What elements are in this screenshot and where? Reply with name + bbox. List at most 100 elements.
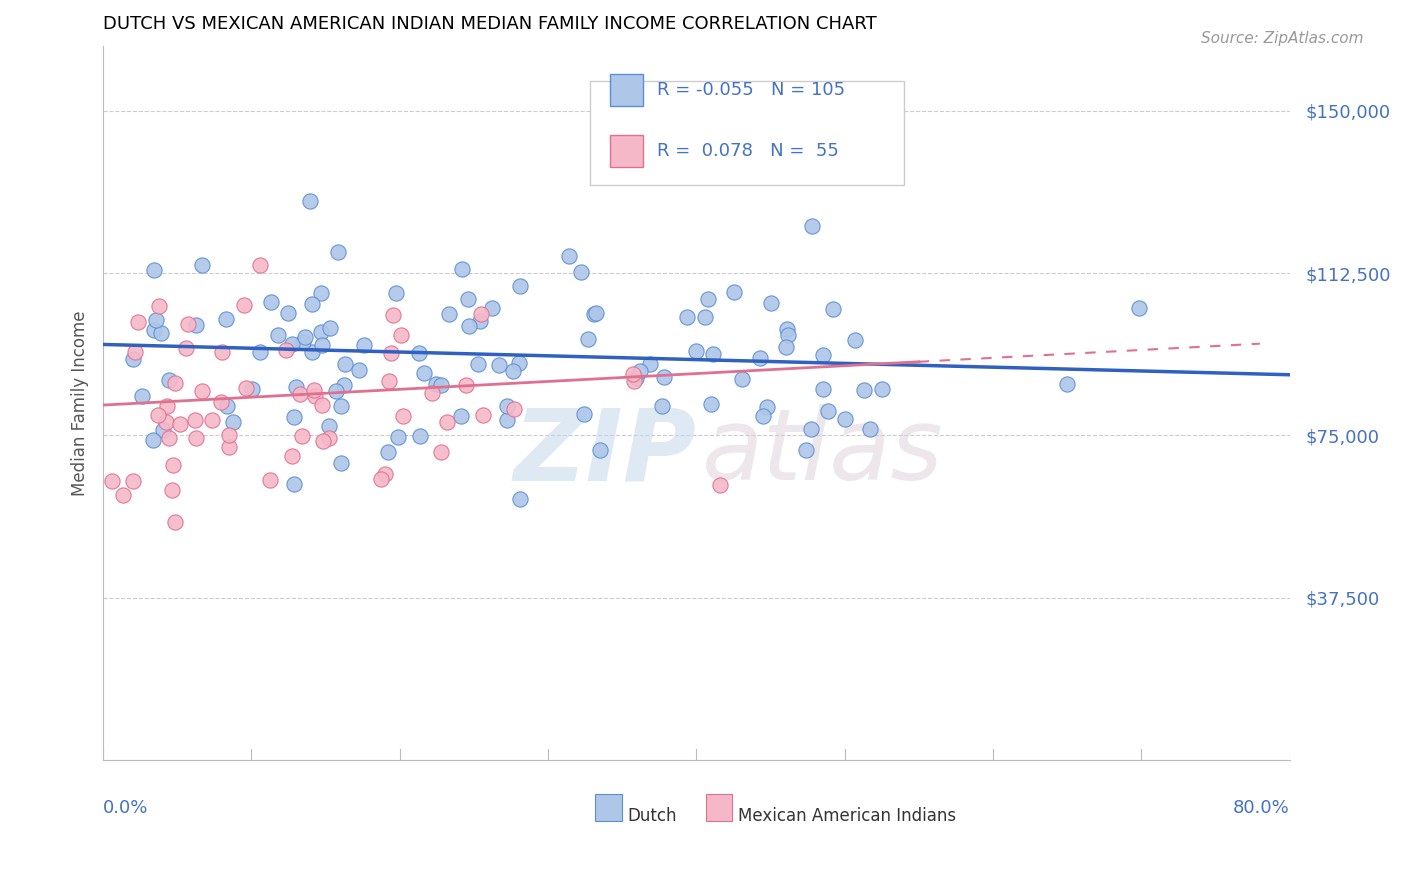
Point: [157, 431, 180, 445]
Point: [259, 295, 281, 310]
Point: [281, 449, 304, 463]
Point: [844, 333, 866, 347]
Point: [385, 285, 408, 300]
Point: [311, 285, 333, 300]
Point: [503, 401, 526, 416]
Point: [387, 430, 409, 444]
Point: [628, 364, 651, 378]
Point: [281, 337, 304, 351]
Point: [585, 306, 607, 320]
Point: [249, 345, 271, 359]
Point: [209, 395, 232, 409]
Point: [800, 422, 823, 436]
Point: [162, 458, 184, 472]
Point: [131, 389, 153, 403]
FancyBboxPatch shape: [596, 794, 621, 821]
Text: 0.0%: 0.0%: [103, 799, 149, 817]
Point: [408, 346, 430, 360]
Point: [380, 346, 402, 360]
Point: [458, 318, 481, 333]
Point: [301, 344, 323, 359]
Point: [311, 338, 333, 352]
Point: [430, 377, 453, 392]
Point: [654, 370, 676, 384]
Point: [834, 411, 856, 425]
Point: [211, 344, 233, 359]
Point: [301, 297, 323, 311]
Point: [425, 377, 447, 392]
Point: [267, 328, 290, 343]
Point: [311, 399, 333, 413]
Point: [451, 261, 474, 276]
Point: [142, 323, 165, 337]
Point: [621, 367, 644, 381]
Point: [775, 340, 797, 354]
Point: [392, 409, 415, 423]
Point: [127, 315, 149, 329]
Point: [218, 428, 240, 442]
Point: [218, 440, 240, 454]
Point: [177, 317, 200, 331]
Point: [349, 362, 371, 376]
Point: [437, 307, 460, 321]
Point: [143, 263, 166, 277]
Text: Dutch: Dutch: [627, 807, 678, 825]
Point: [576, 332, 599, 346]
Point: [304, 389, 326, 403]
Point: [184, 318, 207, 333]
Point: [776, 322, 799, 336]
Point: [470, 307, 492, 321]
Point: [319, 320, 342, 334]
FancyBboxPatch shape: [589, 81, 904, 185]
Point: [450, 409, 472, 423]
Point: [233, 298, 256, 312]
Point: [626, 371, 648, 385]
Text: 80.0%: 80.0%: [1233, 799, 1289, 817]
Text: Mexican American Indians: Mexican American Indians: [738, 807, 956, 825]
Point: [582, 307, 605, 321]
Text: Source: ZipAtlas.com: Source: ZipAtlas.com: [1201, 31, 1364, 46]
Point: [430, 445, 453, 459]
Point: [329, 400, 352, 414]
Point: [312, 434, 335, 449]
Point: [318, 419, 340, 434]
Text: atlas: atlas: [702, 404, 943, 501]
Point: [249, 258, 271, 272]
Point: [811, 382, 834, 396]
Point: [157, 373, 180, 387]
Point: [756, 400, 779, 414]
Point: [283, 477, 305, 491]
Point: [148, 299, 170, 313]
Point: [298, 194, 321, 209]
Point: [749, 351, 772, 365]
Point: [801, 219, 824, 233]
Point: [589, 443, 612, 458]
Point: [191, 258, 214, 272]
Point: [794, 443, 817, 458]
Point: [853, 383, 876, 397]
Text: DUTCH VS MEXICAN AMERICAN INDIAN MEDIAN FAMILY INCOME CORRELATION CHART: DUTCH VS MEXICAN AMERICAN INDIAN MEDIAN …: [103, 15, 877, 33]
Point: [294, 330, 316, 344]
Point: [817, 404, 839, 418]
Point: [731, 372, 754, 386]
Point: [353, 337, 375, 351]
Point: [413, 366, 436, 380]
Point: [685, 344, 707, 359]
Point: [101, 474, 124, 488]
Point: [472, 408, 495, 422]
Point: [470, 314, 492, 328]
Point: [184, 413, 207, 427]
Point: [1128, 301, 1150, 315]
Point: [872, 382, 894, 396]
Point: [651, 399, 673, 413]
Point: [377, 445, 399, 459]
Point: [697, 292, 720, 306]
Point: [174, 341, 197, 355]
Point: [160, 483, 183, 497]
Point: [288, 387, 311, 401]
Point: [285, 380, 308, 394]
Point: [408, 429, 430, 443]
Point: [215, 399, 238, 413]
Point: [325, 384, 347, 398]
Point: [274, 343, 297, 357]
